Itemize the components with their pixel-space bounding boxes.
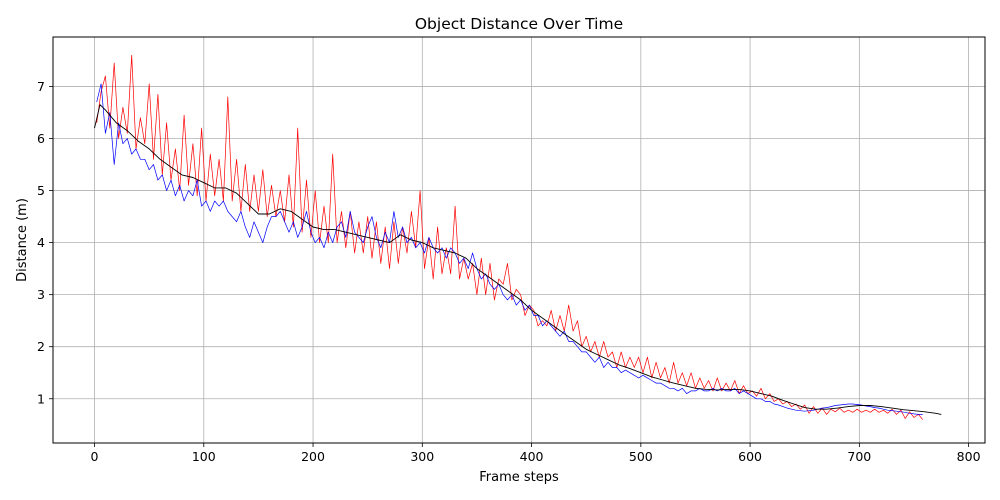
x-tick-label: 0 [91,449,99,464]
series-line-black [94,104,942,415]
x-tick-label: 800 [957,449,981,464]
y-tick-label: 4 [37,235,45,250]
ticks: 0 100 200 300 400 500 600 700 800 1 2 3 4 5 6 7 [37,79,981,464]
x-tick-label: 400 [520,449,544,464]
y-tick-label: 2 [37,339,45,354]
chart-title: Object Distance Over Time [415,15,623,33]
series-line-red [96,54,923,420]
y-tick-label: 5 [37,183,45,198]
x-axis-label: Frame steps [479,470,559,485]
plot-frame [52,36,986,444]
series-line-blue [96,83,923,415]
x-tick-label: 500 [629,449,653,464]
y-axis-label: Distance (m) [15,198,30,282]
series-group [94,54,942,420]
y-tick-label: 3 [37,287,45,302]
x-tick-label: 100 [192,449,216,464]
grid [53,37,985,443]
x-tick-label: 700 [847,449,871,464]
x-tick-label: 300 [410,449,434,464]
y-tick-label: 6 [37,131,45,146]
x-tick-label: 600 [738,449,762,464]
y-tick-label: 1 [37,391,45,406]
x-tick-label: 200 [301,449,325,464]
y-tick-label: 7 [37,79,45,94]
